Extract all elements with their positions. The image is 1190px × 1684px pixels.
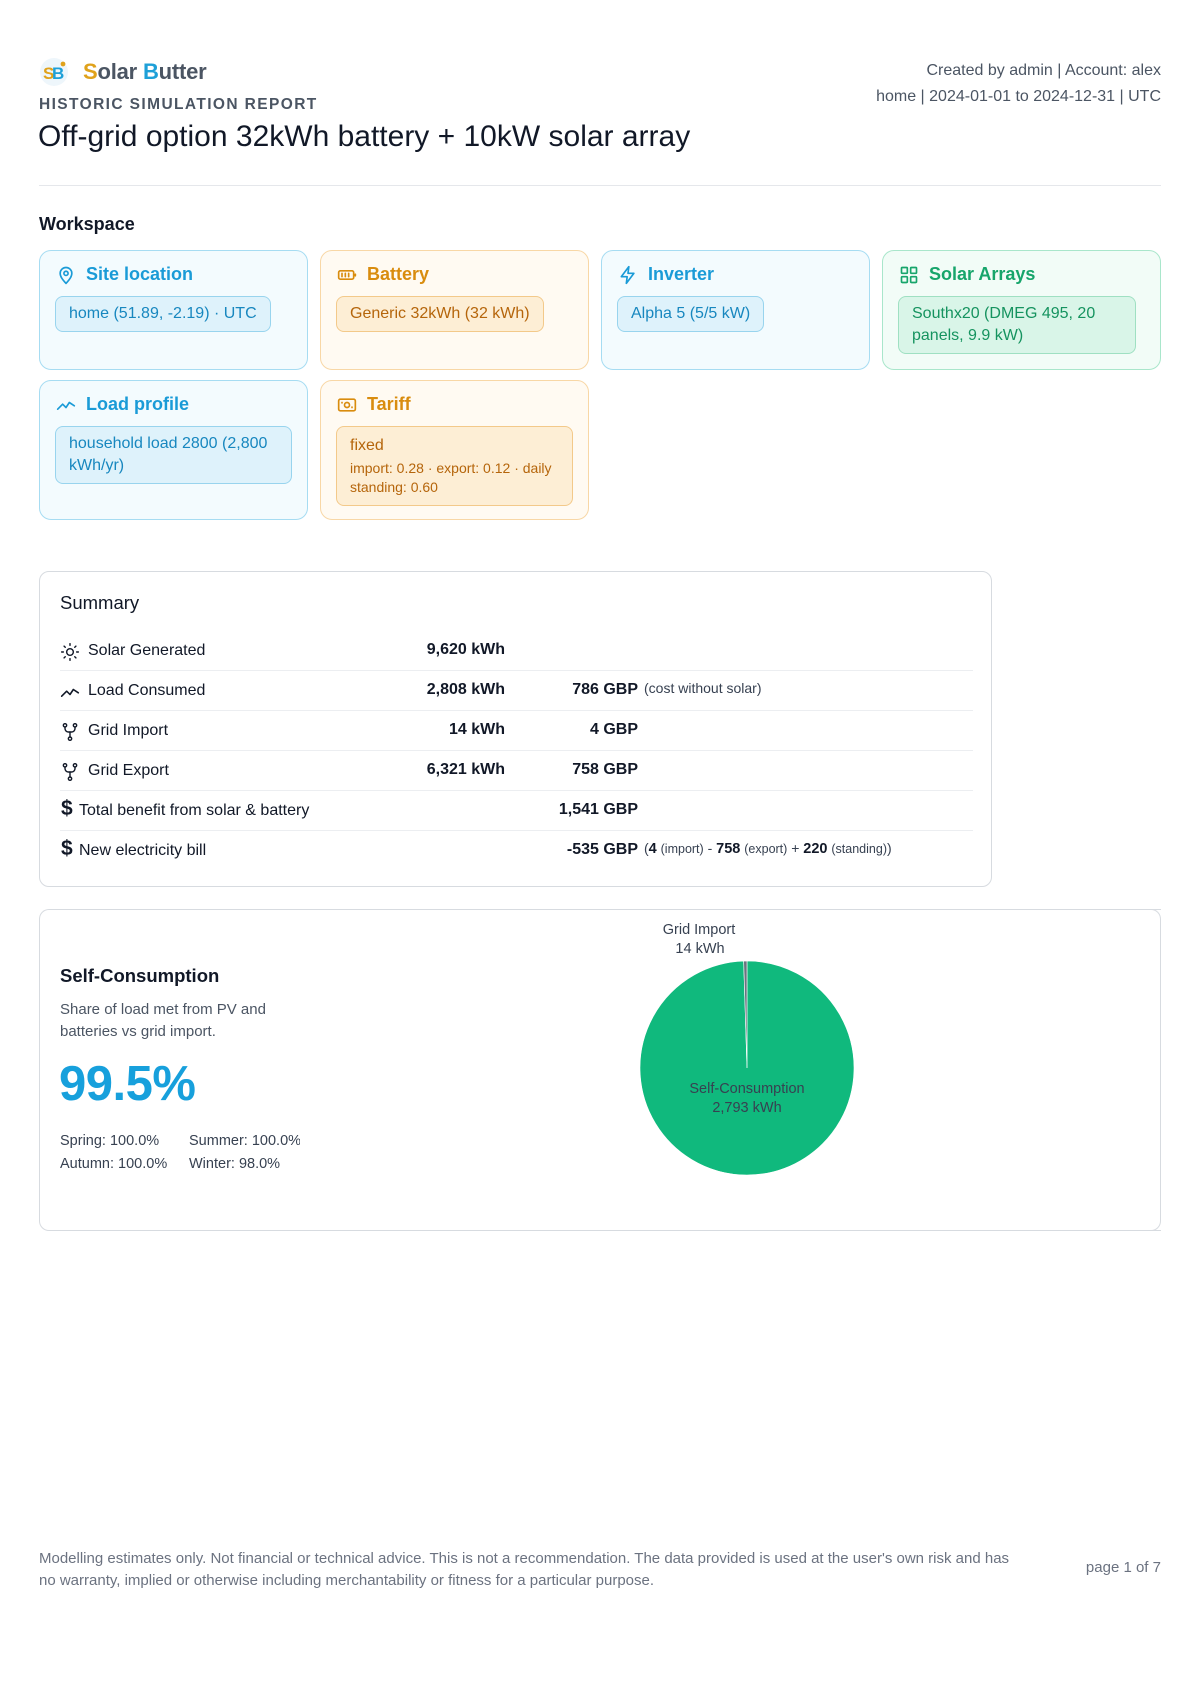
trend-icon	[60, 688, 80, 697]
battery-label: Battery	[367, 264, 430, 284]
summary-panel: Summary Solar Generated 9,620 kWh Load C…	[39, 571, 992, 887]
grid-icon	[900, 266, 918, 283]
lightning-icon	[620, 265, 635, 284]
summary-gbp: 758 GBP	[572, 761, 638, 778]
pie-label-name: Self-Consumption	[689, 1081, 804, 1097]
header-divider	[39, 185, 1161, 186]
fork-icon	[62, 762, 78, 782]
map-pin-icon	[59, 266, 73, 284]
inverter-label: Inverter	[648, 264, 715, 284]
report-meta: Created by admin | Account: alex home | …	[876, 58, 1161, 110]
summary-row-total-benefit: $ Total benefit from solar & battery 1,5…	[60, 791, 973, 831]
site-location-label: Site location	[86, 264, 194, 284]
dollar-icon: $	[61, 837, 73, 860]
summary-kwh: 6,321 kWh	[426, 761, 505, 778]
summary-label: Load Consumed	[88, 682, 206, 699]
report-kind: HISTORIC SIMULATION REPORT	[39, 96, 318, 113]
summary-gbp: 4 GBP	[589, 721, 638, 738]
solar-arrays-label: Solar Arrays	[929, 264, 1036, 284]
solar-arrays-card: Solar Arrays Southx20 (DMEG 495, 20 pane…	[882, 250, 1161, 370]
pie-label-value: 14 kWh	[675, 941, 724, 957]
self-consumption-heading: Self-Consumption	[60, 965, 220, 986]
pie-label-name: Grid Import	[663, 922, 736, 938]
load-profile-card: Load profile household load 2800 (2,800 …	[39, 380, 308, 520]
summary-label: Grid Export	[88, 762, 169, 779]
self-consumption-description: Share of load met from PV and batteries …	[60, 1001, 266, 1040]
load-profile-label: Load profile	[86, 394, 189, 414]
summary-row-solar: Solar Generated 9,620 kWh	[60, 631, 973, 671]
dollar-icon: $	[61, 797, 73, 820]
summary-gbp: 1,541 GBP	[558, 801, 638, 818]
self-consumption-panel-edge	[1150, 909, 1161, 1231]
season-autumn: Autumn: 100.0%	[60, 1156, 168, 1172]
summary-label: Solar Generated	[88, 642, 206, 659]
trend-icon	[56, 401, 76, 410]
pie-slice-grid-import	[743, 960, 748, 1069]
tariff-chip[interactable]: fixed import: 0.28 · export: 0.12 · dail…	[336, 426, 573, 506]
summary-label: Total benefit from solar & battery	[79, 802, 310, 819]
workspace-heading: Workspace	[39, 214, 135, 234]
battery-chip[interactable]: Generic 32kWh (32 kWh)	[336, 296, 544, 332]
summary-kwh: 9,620 kWh	[426, 641, 505, 658]
tariff-rates: import: 0.28 · export: 0.12 · daily stan…	[350, 460, 552, 495]
load-profile-chip[interactable]: household load 2800 (2,800 kWh/yr)	[55, 426, 292, 484]
site-location-chip[interactable]: home (51.89, -2.19) · UTC	[55, 296, 271, 332]
pie-label-value: 2,793 kWh	[712, 1100, 781, 1116]
summary-kwh: 14 kWh	[448, 721, 505, 738]
banknote-icon	[337, 397, 357, 412]
summary-gbp: -535 GBP	[566, 841, 638, 858]
battery-card: Battery Generic 32kWh (32 kWh)	[320, 250, 589, 370]
page-title: Off-grid option 32kWh battery + 10kW sol…	[38, 120, 691, 153]
inverter-chip[interactable]: Alpha 5 (5/5 kW)	[617, 296, 765, 332]
meta-site-period: home | 2024-01-01 to 2024-12-31 | UTC	[876, 88, 1161, 105]
self-consumption-percent: 99.5%	[59, 1057, 196, 1111]
tariff-type: fixed	[350, 437, 384, 454]
svg-text:B: B	[52, 64, 64, 83]
summary-row-load: Load Consumed 2,808 kWh 786 GBP (cost wi…	[60, 671, 973, 711]
summary-row-grid-import: Grid Import 14 kWh 4 GBP	[60, 711, 973, 751]
sun-icon	[60, 642, 80, 662]
season-summer: Summer: 100.0%	[189, 1133, 300, 1149]
summary-heading: Summary	[60, 592, 140, 613]
inverter-card: Inverter Alpha 5 (5/5 kW)	[601, 250, 870, 370]
page-number: page 1 of 7	[1085, 1559, 1161, 1576]
site-location-card: Site location home (51.89, -2.19) · UTC	[39, 250, 308, 370]
solar-butter-logo-icon: S B	[39, 57, 69, 87]
svg-text:S: S	[43, 64, 54, 83]
season-spring: Spring: 100.0%	[60, 1133, 160, 1149]
seasonal-breakdown: Spring: 100.0% Summer: 100.0% Autumn: 10…	[60, 1130, 300, 1178]
brand-name: Solar Butter	[83, 59, 207, 84]
fork-icon	[62, 722, 78, 742]
disclaimer: Modelling estimates only. Not financial …	[39, 1550, 1010, 1589]
summary-label: Grid Import	[88, 722, 169, 739]
tariff-label: Tariff	[367, 394, 411, 414]
summary-row-new-bill: $ New electricity bill -535 GBP (4 (impo…	[60, 831, 973, 871]
self-consumption-panel: Self-Consumption Share of load met from …	[39, 909, 1161, 1231]
tariff-card: Tariff fixed import: 0.28 · export: 0.12…	[320, 380, 589, 520]
battery-icon	[337, 269, 357, 280]
summary-label: New electricity bill	[79, 842, 207, 859]
bill-breakdown: (4 (import) - 758 (export) + 220 (standi…	[644, 840, 892, 857]
summary-gbp: 786 GBP	[572, 681, 638, 698]
brand-logo: S B Solar Butter	[39, 57, 207, 87]
summary-kwh: 2,808 kWh	[426, 681, 505, 698]
season-winter: Winter: 98.0%	[189, 1156, 281, 1172]
summary-row-grid-export: Grid Export 6,321 kWh 758 GBP	[60, 751, 973, 791]
solar-arrays-chip[interactable]: Southx20 (DMEG 495, 20 panels, 9.9 kW)	[898, 296, 1136, 354]
self-consumption-pie-chart: Self-Consumption 2,793 kWh Grid Import 14 k…	[639, 922, 855, 1176]
meta-created-by: Created by admin | Account: alex	[926, 62, 1161, 79]
summary-note: (cost without solar)	[644, 680, 762, 696]
